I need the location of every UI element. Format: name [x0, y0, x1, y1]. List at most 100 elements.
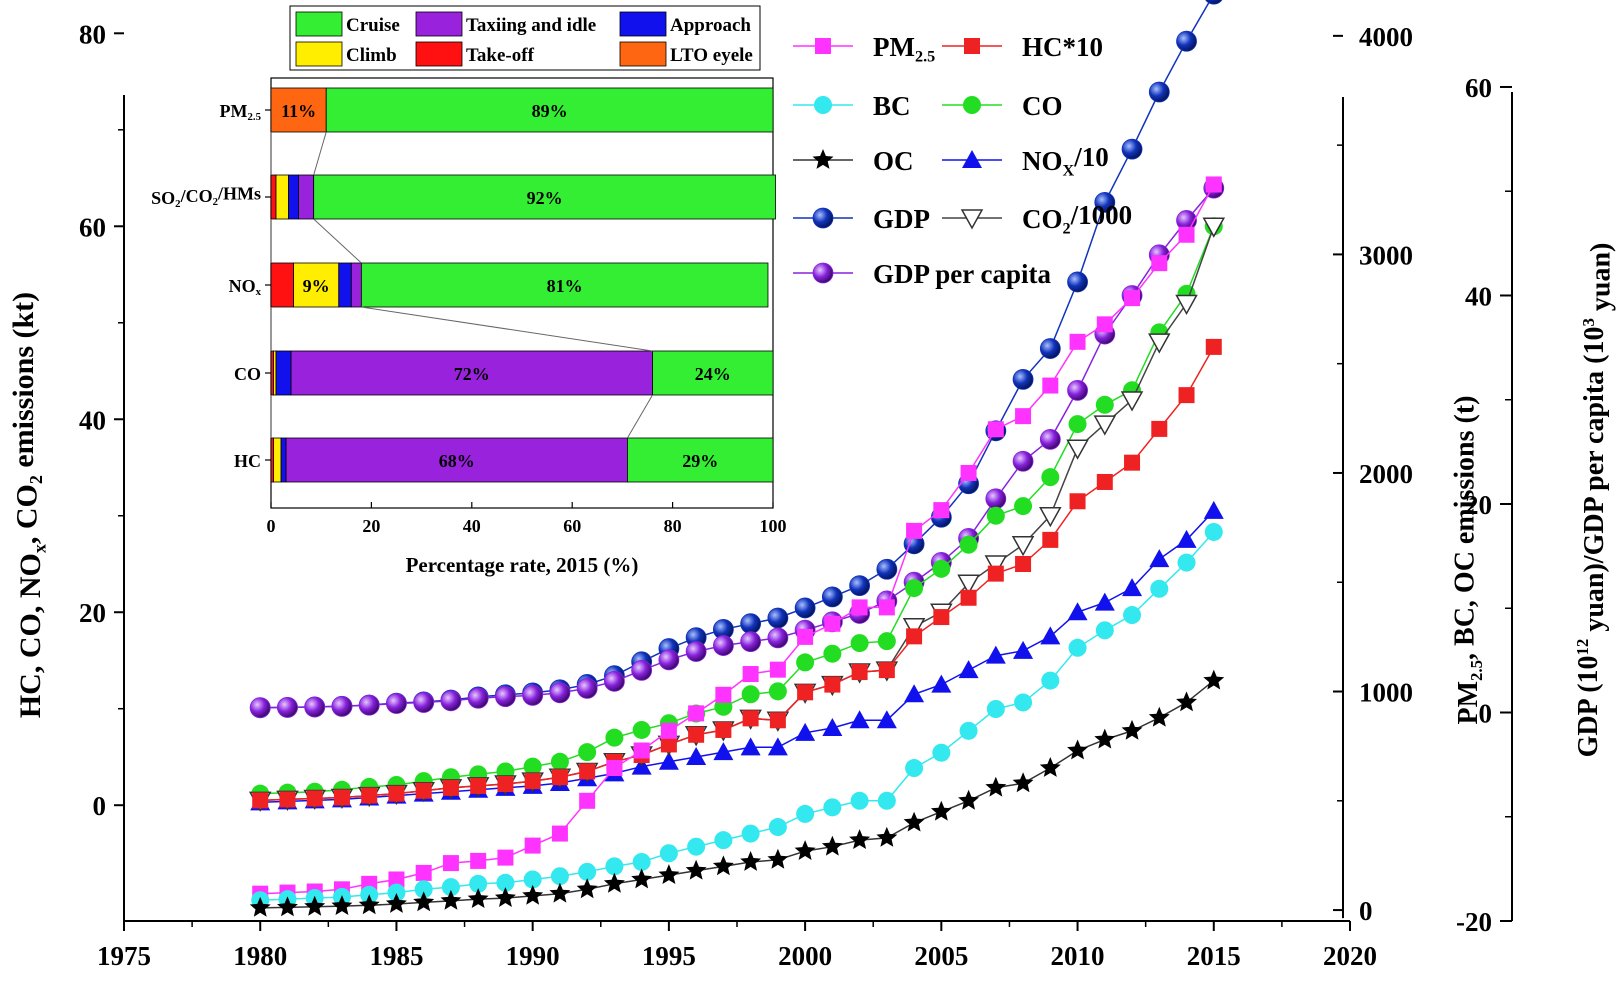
inset-bar-row	[270, 87, 774, 133]
legend-label: CO2/1000	[1022, 200, 1132, 237]
inset-category-label: SO2/CO2/HMs	[151, 184, 261, 211]
legend-label-name: HC*10	[1022, 32, 1103, 62]
y-right2-axis-label: GDP (1012 yuan)/GDP per capita (103 yuan…	[1573, 243, 1616, 758]
data-point	[685, 641, 707, 662]
data-point	[632, 852, 651, 871]
data-point	[440, 889, 462, 910]
data-point	[1150, 579, 1169, 598]
data-point	[470, 852, 487, 869]
data-point	[876, 710, 897, 729]
inset-data-label: 11%	[281, 101, 316, 121]
inset-category-label-part: 2	[213, 196, 218, 208]
data-point	[1124, 454, 1141, 471]
data-point	[1122, 578, 1143, 597]
data-point	[495, 887, 516, 907]
data-point	[850, 634, 869, 653]
data-point	[497, 849, 514, 866]
inset-bar-segment	[288, 174, 300, 220]
x-tick-label: 2005	[914, 941, 968, 971]
data-point	[958, 789, 979, 810]
inset-category-label-part: SO	[151, 188, 175, 208]
inset-legend-item: Climb	[295, 41, 397, 67]
data-point	[876, 826, 898, 847]
inset-legend-item: Take-off	[415, 41, 535, 67]
inset-legend-box	[289, 5, 761, 71]
data-point	[795, 722, 816, 741]
y-right2-tick-label: 0	[1479, 698, 1493, 728]
data-point	[386, 693, 407, 714]
inset-legend-swatch	[295, 41, 343, 67]
inset-legend-item: Approach	[619, 11, 751, 37]
y-right1-axis-label-part: PM	[1453, 681, 1484, 725]
data-point	[902, 617, 926, 639]
data-point	[1096, 473, 1113, 490]
data-point	[331, 895, 353, 915]
legend-label-name: CO	[1022, 91, 1063, 121]
data-point	[821, 586, 843, 608]
data-point	[387, 883, 406, 902]
data-point	[1068, 638, 1087, 657]
y-right1-tick-label: 1000	[1359, 678, 1413, 708]
legend-label-sub: X	[1063, 162, 1075, 180]
data-point	[1205, 338, 1222, 355]
data-point	[742, 710, 759, 727]
data-point	[249, 697, 271, 718]
data-point	[1067, 379, 1088, 401]
inset-legend-swatch	[415, 11, 463, 37]
inset-category-label: PM2.5	[220, 101, 261, 123]
data-point	[1178, 387, 1195, 404]
data-point	[1066, 439, 1089, 460]
data-point	[849, 575, 870, 597]
inset-bar-segment	[627, 437, 774, 483]
y-left-tick-label: 0	[93, 791, 107, 821]
data-point	[958, 660, 979, 679]
data-point	[959, 535, 978, 554]
data-point	[740, 851, 762, 871]
data-point	[415, 782, 432, 799]
inset-bar-segment	[325, 87, 774, 133]
data-point	[605, 728, 624, 747]
data-point	[906, 628, 923, 645]
data-point	[823, 644, 842, 663]
data-point	[1068, 415, 1087, 434]
inset-legend-item: LTO eyele	[619, 41, 753, 67]
y-left-tick-label: 20	[79, 598, 106, 628]
legend-entry: OC	[793, 146, 914, 176]
data-point	[331, 695, 353, 717]
inset-legend-swatch	[415, 41, 463, 67]
x-tick-label: 1975	[97, 941, 151, 971]
data-point	[1067, 739, 1088, 760]
data-point	[1203, 500, 1224, 519]
data-point	[1039, 428, 1061, 450]
data-point	[604, 670, 625, 692]
legend-label-name: PM	[873, 32, 915, 62]
series-0	[252, 176, 1222, 902]
legend-label: BC	[873, 91, 911, 121]
legend-label-name: GDP	[873, 204, 930, 234]
data-point	[1149, 549, 1170, 568]
data-point	[1039, 757, 1061, 777]
inset-category-label-part: 2.5	[248, 111, 262, 123]
inset-category-label-part: /CO	[180, 186, 213, 206]
inset-legend-swatch	[619, 11, 667, 37]
data-point	[522, 884, 544, 905]
series-line	[260, 531, 1215, 901]
y-right2-axis-label-part: 12	[1573, 639, 1592, 656]
data-point	[1178, 226, 1195, 243]
data-point	[905, 759, 924, 778]
data-point	[1014, 693, 1033, 712]
inset-bar-row	[270, 262, 769, 308]
data-point	[797, 628, 814, 645]
data-point	[797, 684, 814, 701]
inset-connector	[626, 394, 653, 439]
data-point	[495, 686, 516, 708]
inset-legend: Cruise Taxiing and idle Approach Climb Take-…	[289, 5, 761, 71]
data-point	[413, 692, 435, 713]
data-point	[687, 837, 706, 856]
legend-label-suffix: /10	[1073, 142, 1109, 172]
series-1	[252, 338, 1222, 809]
data-point	[578, 743, 597, 762]
data-point	[712, 635, 734, 656]
inset-connector	[313, 131, 327, 176]
